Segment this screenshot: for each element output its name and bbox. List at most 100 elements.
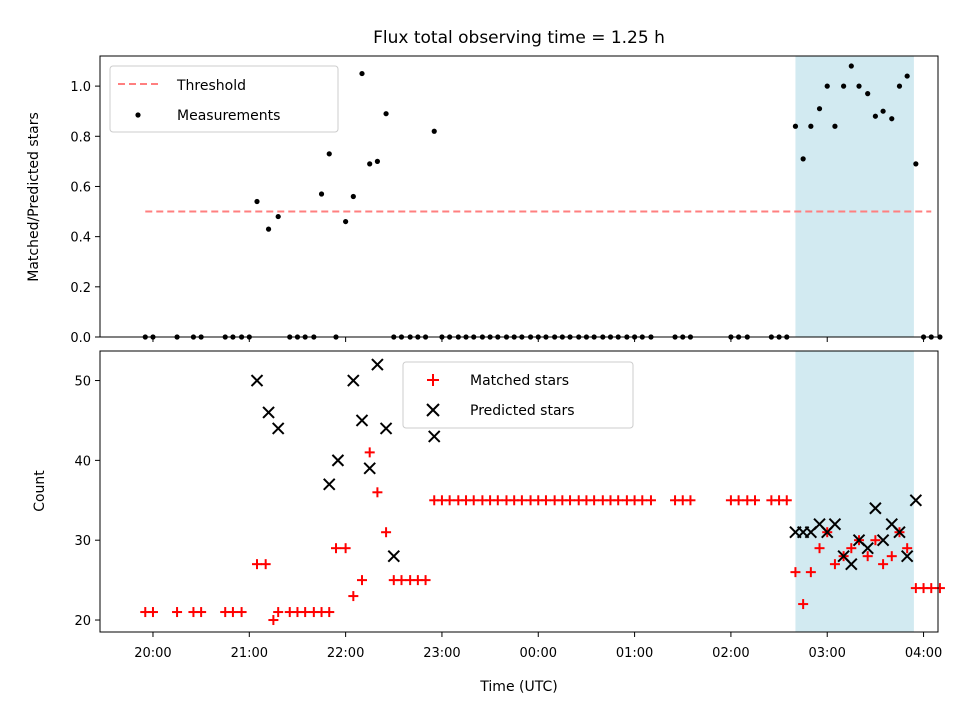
count-panel: 20 30 40 50 20:00 21:00 22:00 23:00 00:00 01:00 0…	[32, 350, 945, 695]
matched-point	[300, 607, 311, 618]
measurement-point	[816, 106, 823, 112]
measurement-point	[841, 83, 847, 89]
matched-point	[420, 575, 431, 586]
matched-point	[492, 495, 503, 506]
matched-point	[565, 495, 576, 506]
predicted-point	[323, 478, 336, 491]
measurement-point	[872, 113, 878, 119]
matched-point	[685, 495, 696, 506]
matched-point	[886, 551, 897, 562]
legend: Matched stars Predicted stars	[402, 361, 634, 429]
matched-point	[252, 559, 263, 570]
y-tick-label: 0.8	[70, 130, 91, 145]
matched-point	[749, 495, 760, 506]
measurement-point	[832, 123, 838, 129]
measurement-point	[889, 116, 895, 122]
y-tick-label: 40	[74, 454, 91, 469]
matched-point	[613, 495, 624, 506]
predicted-point	[371, 358, 384, 371]
matched-point	[444, 495, 455, 506]
measurement-point	[880, 108, 886, 114]
measurement-point	[824, 83, 830, 89]
measurement-point	[431, 128, 437, 134]
matched-point	[396, 575, 407, 586]
matched-point	[781, 495, 792, 506]
measurement-point	[326, 151, 332, 157]
measurement-point	[800, 156, 806, 162]
matched-point	[172, 607, 183, 618]
matched-point	[829, 559, 840, 570]
y-axis-label: Matched/Predicted stars	[26, 112, 42, 282]
legend-predicted-swatch	[426, 403, 440, 417]
predicted-point	[909, 494, 923, 507]
x-tick-label: 02:00	[712, 646, 749, 661]
x-axis-label: Time (UTC)	[479, 679, 557, 695]
measurement-point	[359, 70, 365, 77]
measurement-point	[367, 161, 373, 167]
ratio-panel: 0.0 0.2 0.4 0.6 0.8 1.0 Matched/Predicted sta…	[26, 55, 943, 346]
y-tick-label: 0.2	[70, 281, 91, 296]
matched-point	[846, 543, 857, 554]
x-tick-label: 01:00	[616, 646, 653, 661]
predicted-point	[331, 454, 345, 467]
predicted-point	[271, 422, 285, 435]
series-group	[142, 63, 943, 340]
legend-measurements-swatch	[135, 112, 141, 118]
matched-point	[540, 495, 551, 506]
matched-point	[364, 447, 375, 458]
predicted-point	[250, 374, 264, 387]
x-tick-label: 00:00	[520, 646, 557, 661]
matched-point	[356, 575, 367, 586]
plot-frame	[99, 350, 939, 633]
measurement-point	[318, 191, 325, 197]
matched-point	[236, 607, 247, 618]
measurement-point	[848, 63, 854, 69]
matched-point	[348, 591, 359, 602]
matched-point	[268, 615, 279, 626]
y-tick-label: 50	[74, 375, 91, 390]
measurement-point	[904, 73, 910, 79]
matched-point	[926, 583, 937, 594]
measurement-point	[350, 193, 356, 200]
legend: Threshold Measurements	[109, 65, 339, 133]
matched-point	[902, 543, 913, 554]
matched-point	[934, 583, 945, 594]
x-tick-label: 20:00	[134, 646, 171, 661]
chart-title: Flux total observing time = 1.25 h	[373, 28, 665, 48]
y-tick-label: 30	[74, 534, 91, 549]
series-group	[140, 358, 945, 626]
matched-point	[516, 495, 527, 506]
predicted-point	[893, 526, 906, 539]
highlight-span	[795, 56, 914, 337]
x-tick-label: 23:00	[423, 646, 460, 661]
predicted-point	[387, 549, 400, 563]
measurement-point	[275, 213, 281, 220]
measurement-point	[343, 218, 349, 225]
matched-point	[805, 567, 816, 578]
measurement-point	[856, 83, 862, 89]
y-tick-label: 0.4	[70, 231, 91, 246]
predicted-point	[363, 462, 376, 475]
legend-predicted-label: Predicted stars	[470, 403, 575, 419]
measurement-point	[808, 123, 814, 129]
predicted-point	[347, 374, 360, 387]
measurement-point	[383, 111, 389, 117]
legend-matched-swatch	[427, 374, 439, 386]
matched-point	[260, 559, 271, 570]
matched-point	[733, 495, 744, 506]
predicted-point	[379, 422, 393, 435]
matched-point	[814, 543, 825, 554]
measurement-point	[865, 91, 871, 97]
predicted-point	[869, 502, 882, 515]
matched-point	[324, 607, 335, 618]
matched-point	[227, 607, 238, 618]
matched-point	[862, 551, 873, 562]
plot-frame	[99, 55, 939, 338]
x-tick-label: 03:00	[808, 646, 845, 661]
y-tick-label: 20	[74, 614, 91, 629]
legend-threshold-label: Threshold	[176, 78, 246, 94]
y-tick-label: 0.0	[70, 331, 91, 346]
predicted-point	[428, 430, 441, 443]
y-tick-label: 1.0	[70, 80, 91, 95]
y-tick-label: 0.6	[70, 180, 91, 195]
